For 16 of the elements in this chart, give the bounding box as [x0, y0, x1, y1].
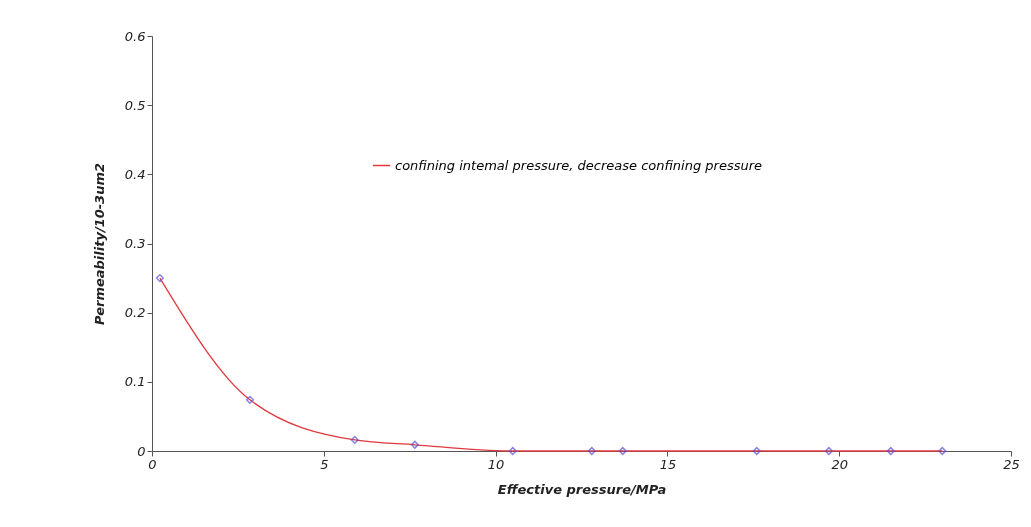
- x-tick-label: 10: [487, 456, 505, 472]
- x-tick-label: 20: [831, 456, 848, 472]
- y-tick-label: 0.1: [124, 374, 146, 390]
- x-tick-label: 25: [1003, 456, 1020, 472]
- legend-label: confining intemal pressure, decrease confining pressure: [395, 157, 763, 173]
- x-tick-label: 5: [320, 456, 329, 472]
- x-tick-label: 0: [148, 456, 157, 472]
- y-tick-label: 0.2: [124, 305, 146, 321]
- y-tick-label: 0.5: [124, 97, 146, 113]
- y-tick-label: 0.3: [124, 236, 146, 251]
- x-tick-label: 15: [659, 456, 677, 472]
- y-tick-label: 0.4: [124, 166, 146, 182]
- y-tick-label: 0.6: [124, 28, 146, 44]
- y-axis-title: Permeability/10-3um2: [91, 162, 107, 326]
- x-axis-title: Effective pressure/MPa: [497, 481, 667, 497]
- y-tick-label: 0: [137, 443, 146, 459]
